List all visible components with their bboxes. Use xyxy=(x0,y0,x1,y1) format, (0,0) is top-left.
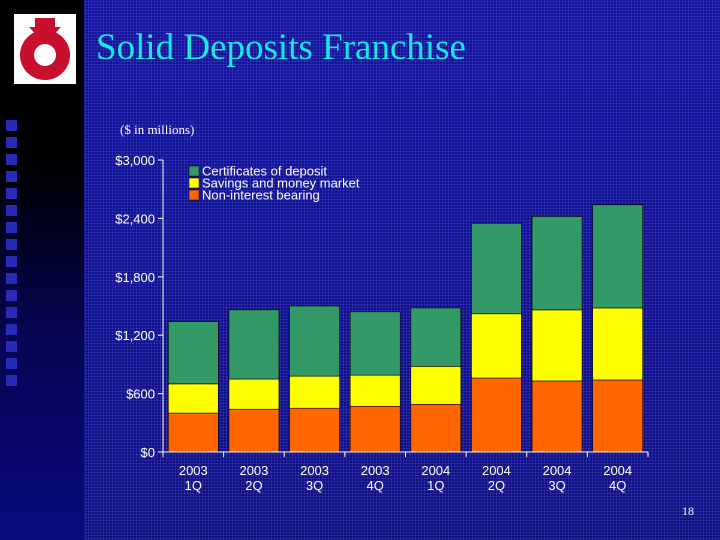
bar-segment-certificates-of-deposit xyxy=(349,311,401,376)
bar-segment-certificates-of-deposit xyxy=(592,204,643,309)
legend-swatch xyxy=(188,165,200,177)
x-tick-label: 2003 xyxy=(300,463,329,478)
x-tick-label: 3Q xyxy=(306,478,323,493)
bar-segment-certificates-of-deposit xyxy=(471,222,522,315)
bar-segment-non-interest-bearing xyxy=(168,412,219,453)
x-tick-label: 1Q xyxy=(427,478,444,493)
x-tick-label: 2004 xyxy=(482,463,511,478)
y-tick-label: $1,800 xyxy=(115,270,155,285)
bar-segment-certificates-of-deposit xyxy=(531,216,583,311)
bar-segment-savings-and-money-market xyxy=(168,383,219,414)
chart-units-label: ($ in millions) xyxy=(120,122,195,137)
x-tick-label: 2004 xyxy=(543,463,572,478)
y-tick-label: $3,000 xyxy=(115,153,155,168)
bar-segment-savings-and-money-market xyxy=(471,313,522,379)
y-tick-label: $2,400 xyxy=(115,211,155,226)
y-tick-label: $600 xyxy=(126,387,155,402)
legend-swatch xyxy=(188,177,200,189)
page-number: 18 xyxy=(682,504,694,518)
bar-segment-savings-and-money-market xyxy=(531,309,583,382)
y-tick-label: $0 xyxy=(141,445,155,460)
bar-segment-savings-and-money-market xyxy=(592,307,643,381)
decorative-squares xyxy=(6,120,22,392)
bar-segment-savings-and-money-market xyxy=(228,378,280,410)
x-tick-label: 2003 xyxy=(239,463,268,478)
x-tick-label: 4Q xyxy=(367,478,384,493)
bar-segment-non-interest-bearing xyxy=(410,404,462,453)
bar-segment-non-interest-bearing xyxy=(471,377,522,453)
legend-label: Savings and money market xyxy=(202,176,360,191)
legend-label: Certificates of deposit xyxy=(202,164,327,179)
bar-segment-certificates-of-deposit xyxy=(289,305,340,377)
legend-swatch xyxy=(188,189,200,201)
bar-segment-non-interest-bearing xyxy=(349,405,401,453)
x-tick-label: 2003 xyxy=(179,463,208,478)
bar-segment-non-interest-bearing xyxy=(592,379,643,453)
bar-segment-certificates-of-deposit xyxy=(228,309,280,380)
bar-segment-certificates-of-deposit xyxy=(410,307,462,367)
x-tick-label: 2003 xyxy=(361,463,390,478)
x-tick-label: 1Q xyxy=(185,478,202,493)
x-tick-label: 2Q xyxy=(245,478,262,493)
bar-segment-savings-and-money-market xyxy=(349,374,401,407)
x-tick-label: 4Q xyxy=(609,478,626,493)
bar-segment-non-interest-bearing xyxy=(289,407,340,453)
x-tick-label: 3Q xyxy=(548,478,565,493)
left-decorative-band xyxy=(0,0,84,540)
company-logo xyxy=(14,14,76,84)
x-tick-label: 2Q xyxy=(488,478,505,493)
bar-segment-savings-and-money-market xyxy=(289,375,340,409)
x-tick-label: 2004 xyxy=(421,463,450,478)
bar-segment-certificates-of-deposit xyxy=(168,321,219,385)
bar-segment-non-interest-bearing xyxy=(228,408,280,453)
y-tick-label: $1,200 xyxy=(115,328,155,343)
bar-segment-savings-and-money-market xyxy=(410,366,462,405)
legend-label: Non-interest bearing xyxy=(202,188,320,203)
x-tick-label: 2004 xyxy=(603,463,632,478)
bar-segment-non-interest-bearing xyxy=(531,380,583,453)
slide-title: Solid Deposits Franchise xyxy=(96,27,466,68)
